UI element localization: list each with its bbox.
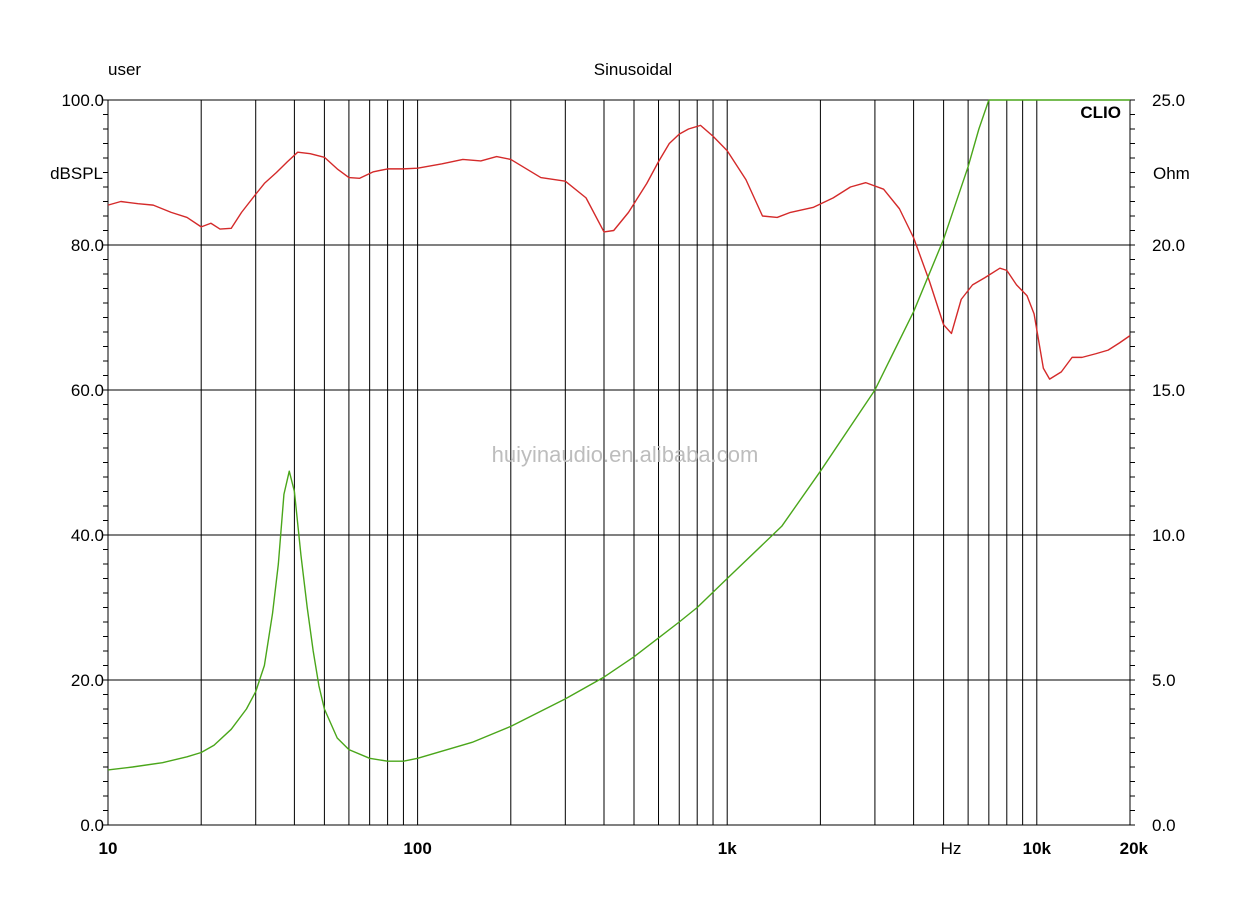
- impedance-curve: [107, 99, 990, 771]
- x-tick-label: 1k: [718, 839, 737, 858]
- brand-label: CLIO: [1080, 103, 1121, 122]
- y-left-tick-label: 0.0: [80, 816, 104, 835]
- y-right-tick-label: 15.0: [1152, 381, 1185, 400]
- y-right-tick-label: 0.0: [1152, 816, 1176, 835]
- y-left-tick-label: 100.0: [61, 91, 104, 110]
- y-left-tick-label: 80.0: [71, 236, 104, 255]
- watermark: huiyinaudio.en.alibaba.com: [492, 442, 759, 467]
- grid: [107, 99, 1131, 826]
- x-unit-label: Hz: [941, 839, 962, 858]
- y-right-tick-label: 5.0: [1152, 671, 1176, 690]
- x-tick-label: 20k: [1120, 839, 1149, 858]
- x-tick-label: 10: [99, 839, 118, 858]
- y-left-tick-label: 60.0: [71, 381, 104, 400]
- top-left-label: user: [108, 60, 141, 79]
- y-right-tick-label: 10.0: [1152, 526, 1185, 545]
- plot-background: [108, 100, 1130, 825]
- y-left-tick-label: 20.0: [71, 671, 104, 690]
- x-tick-label: 10k: [1023, 839, 1052, 858]
- y-left-tick-label: 40.0: [71, 526, 104, 545]
- spl-curve: [107, 124, 1131, 380]
- chart-title: Sinusoidal: [594, 60, 672, 79]
- y-left-unit-label: dBSPL: [50, 164, 103, 183]
- y-right-tick-label: 25.0: [1152, 91, 1185, 110]
- minor-ticks: [103, 99, 1135, 826]
- x-tick-label: 100: [403, 839, 431, 858]
- y-right-unit-label: Ohm: [1153, 164, 1190, 183]
- axis-labels: 0.0 20.0 40.0 60.0 80.0 100.0 0.0 5.0 10.0 15.0 20…: [61, 91, 1185, 858]
- series-layer: [107, 99, 1131, 771]
- y-right-tick-label: 20.0: [1152, 236, 1185, 255]
